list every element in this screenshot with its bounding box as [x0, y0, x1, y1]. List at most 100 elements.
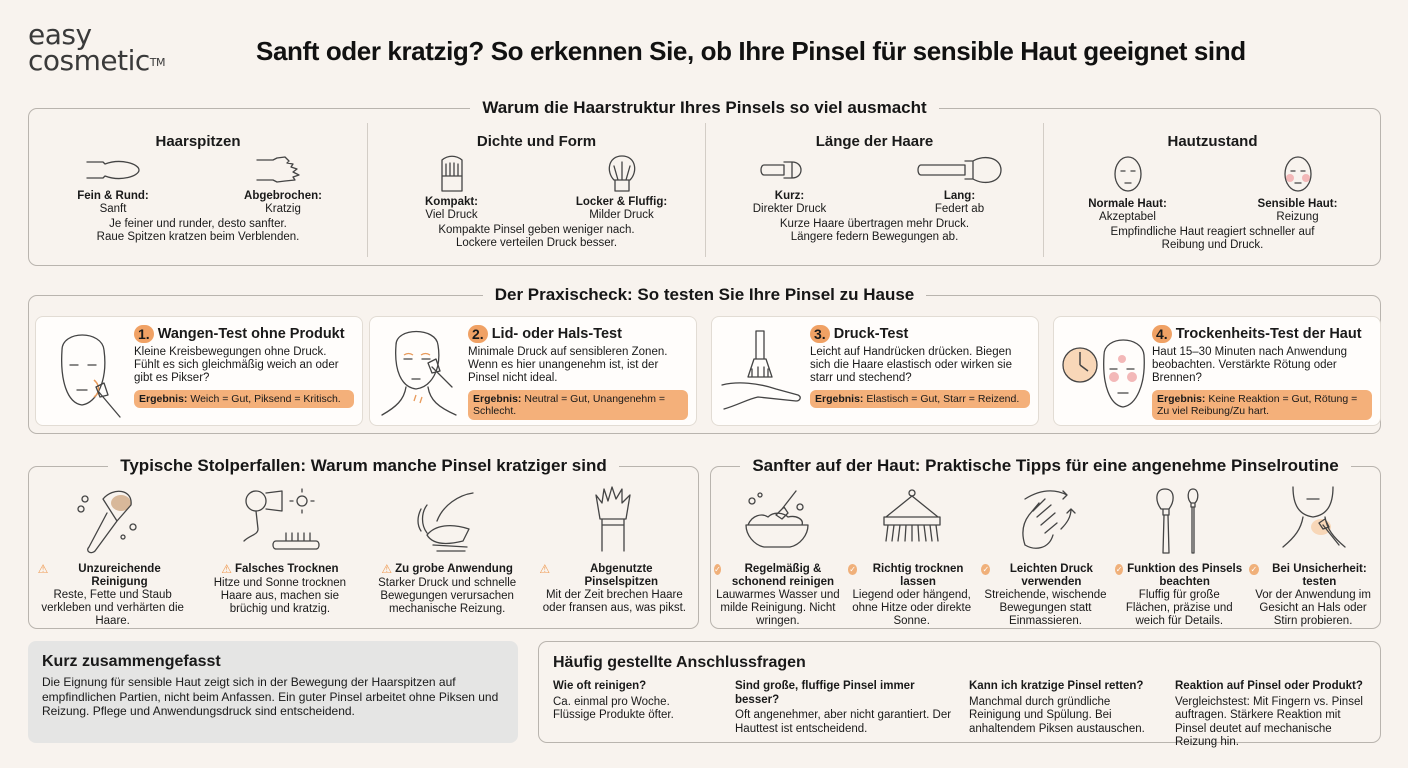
- step-number: 4.: [1152, 325, 1172, 343]
- two-brushes-icon: [1156, 488, 1199, 554]
- irritated-face-icon: [1283, 156, 1312, 192]
- short-brush-icon: [759, 161, 802, 179]
- section-title: Warum die Haarstruktur Ihres Pinsels so …: [470, 98, 939, 117]
- brush-on-hand-icon: [721, 330, 801, 410]
- test-card-2: 2. Lid- oder Hals-Test Minimale Druck auf…: [369, 316, 697, 426]
- test-text: Haut 15–30 Minuten nach Anwendung beobac…: [1152, 346, 1348, 384]
- column-hair-length: Länge der Haare Kurz: Direkter Druck Lang…: [705, 123, 1043, 257]
- check-icon: ✓: [1249, 564, 1259, 575]
- gentle-hand-icon: [1022, 490, 1077, 549]
- practice-check-panel: Der Praxischeck: So testen Sie Ihre Pins…: [28, 285, 1381, 434]
- faq-panel: Häufig gestellte Anschlussfragen Wie oft…: [538, 641, 1381, 748]
- step-number: 3.: [810, 325, 830, 343]
- summary-text: Die Eignung für sensible Haut zeigt sich…: [42, 675, 499, 718]
- test-text: Leicht auf Handrücken drücken. Biegen si…: [810, 346, 1012, 384]
- column-heading: Länge der Haare: [815, 133, 934, 150]
- item-fine-round: Fein & Rund: Sanft: [58, 154, 168, 216]
- hand-scrubbing-icon: [417, 492, 474, 552]
- column-heading: Haarspitzen: [155, 133, 241, 150]
- washing-bowl-icon: [745, 490, 809, 548]
- round-tip-brush-icon: [86, 160, 140, 180]
- hanging-brush-icon: [883, 489, 941, 542]
- item-long: Lang: Federt ab: [905, 154, 1015, 216]
- test-title: Wangen-Test ohne Produkt: [157, 326, 345, 342]
- warning-icon: ⚠: [37, 562, 49, 576]
- broken-tip-brush-icon: [256, 156, 300, 183]
- tip-item: ✓ Bei Unsicherheit: testen Vor der Anwend…: [1249, 485, 1377, 628]
- section-title: Der Praxischeck: So testen Sie Ihre Pins…: [482, 285, 927, 304]
- fluffy-brush-icon: [608, 155, 635, 192]
- test-title: Druck-Test: [833, 326, 909, 342]
- column-skin-condition: Hautzustand Normale Haut: Akzeptabel Sens…: [1043, 123, 1381, 257]
- face-brush-neck-icon: [381, 331, 457, 416]
- test-text: Kleine Kreisbewegungen ohne Druck. Fühlt…: [134, 346, 339, 384]
- brand-line-2: cosmetic: [28, 44, 150, 77]
- brand-logo: easy cosmeticTM: [28, 18, 166, 77]
- column-description: Kurze Haare übertragen mehr Druck. Länger…: [779, 218, 970, 243]
- face-brush-cheek-icon: [61, 334, 121, 418]
- clock-and-face-icon: [1062, 339, 1145, 408]
- hair-structure-panel: Warum die Haarstruktur Ihres Pinsels so …: [28, 98, 1381, 266]
- faq-item: Kann ich kratzige Pinsel retten? Manchmal…: [969, 680, 1145, 735]
- warning-icon: ⚠: [539, 562, 551, 576]
- test-card-1: 1. Wangen-Test ohne Produkt Kleine Kreisb…: [35, 316, 363, 426]
- frayed-brush-icon: [595, 486, 632, 552]
- test-result: Ergebnis: Weich = Gut, Piksend = Kritisc…: [134, 390, 354, 408]
- column-heading: Hautzustand: [1167, 133, 1258, 150]
- column-description: Empfindliche Haut reagiert schneller auf…: [1110, 226, 1315, 251]
- normal-face-icon: [1113, 156, 1142, 192]
- warning-icon: ⚠: [221, 562, 232, 576]
- check-icon: ✓: [713, 564, 722, 575]
- test-text: Minimale Druck auf sensibleren Zonen. We…: [468, 346, 668, 384]
- test-result: Ergebnis: Elastisch = Gut, Starr = Reize…: [810, 390, 1030, 408]
- step-number: 2.: [468, 325, 488, 343]
- tip-item: ✓ Leichten Druck verwenden Streichende, w…: [981, 485, 1109, 628]
- faq-item: Reaktion auf Pinsel oder Produkt? Verglei…: [1175, 680, 1363, 748]
- test-card-4: 4. Trockenheits-Test der Haut Haut 15–30 …: [1053, 316, 1381, 426]
- tip-item: ✓ Funktion des Pinsels beachten Fluffig f…: [1115, 485, 1243, 628]
- item-sensitive-skin: Sensible Haut: Reizung: [1243, 154, 1353, 224]
- test-result: Ergebnis: Neutral = Gut, Unangenehm = Sc…: [468, 390, 688, 420]
- dirty-brush-icon: [76, 490, 137, 554]
- faq-title: Häufig gestellte Anschlussfragen: [553, 654, 806, 671]
- tips-panel: Sanfter auf der Haut: Praktische Tipps f…: [710, 456, 1381, 629]
- compact-brush-icon: [440, 155, 463, 192]
- warning-icon: ⚠: [381, 562, 393, 576]
- item-normal-skin: Normale Haut: Akzeptabel: [1073, 154, 1183, 224]
- faq-item: Wie oft reinigen? Ca. einmal pro Woche. F…: [553, 680, 674, 721]
- item-compact: Kompakt: Viel Druck: [397, 154, 507, 222]
- test-result: Ergebnis: Keine Reaktion = Gut, Rötung =…: [1152, 390, 1372, 420]
- item-broken: Abgebrochen: Kratzig: [228, 154, 338, 216]
- summary-box: Kurz zusammengefasst Die Eignung für sen…: [28, 641, 518, 743]
- pitfall-item: ⚠ Falsches Trocknen Hitze und Sonne trock…: [205, 485, 355, 628]
- column-description: Je feiner und runder, desto sanfter. Raue…: [96, 218, 300, 243]
- check-icon: ✓: [981, 564, 991, 575]
- tip-item: ✓ Regelmäßig & schonend reinigen Lauwarme…: [713, 485, 842, 628]
- check-icon: ✓: [1115, 564, 1123, 575]
- pitfall-item: ⚠ Zu grobe Anwendung Starker Druck und sc…: [372, 485, 522, 628]
- long-brush-icon: [916, 156, 1002, 184]
- section-title: Sanfter auf der Haut: Praktische Tipps f…: [740, 456, 1351, 475]
- test-title: Trockenheits-Test der Haut: [1175, 326, 1362, 342]
- brand-line-1: easy: [28, 18, 92, 51]
- summary-title: Kurz zusammengefasst: [42, 653, 221, 670]
- check-icon: ✓: [847, 564, 858, 575]
- test-title: Lid- oder Hals-Test: [491, 326, 622, 342]
- hairdryer-sun-icon: [243, 488, 320, 550]
- pitfall-item: ⚠ Abgenutzte Pinselspitzen Mit der Zeit b…: [539, 485, 689, 628]
- step-number: 1.: [134, 325, 154, 343]
- tip-item: ✓ Richtig trocknen lassen Liegend oder hä…: [847, 485, 976, 628]
- column-hair-tips: Haarspitzen Fein & Rund: Sanft Abgebroche…: [29, 123, 367, 257]
- neck-test-icon: [1282, 486, 1346, 548]
- column-description: Kompakte Pinsel geben weniger nach. Locke…: [438, 224, 635, 249]
- faq-item: Sind große, fluffige Pinsel immer besser…: [735, 680, 952, 735]
- column-density-shape: Dichte und Form Kompakt: Viel Druck Locke…: [367, 123, 705, 257]
- page-title: Sanft oder kratzig? So erkennen Sie, ob …: [256, 36, 1246, 66]
- column-heading: Dichte und Form: [476, 133, 597, 150]
- section-title: Typische Stolperfallen: Warum manche Pin…: [108, 456, 619, 475]
- pitfall-item: ⚠ Unzureichende Reinigung Reste, Fette un…: [38, 485, 188, 628]
- item-loose-fluffy: Locker & Fluffig: Milder Druck: [567, 154, 677, 222]
- trademark: TM: [149, 56, 166, 69]
- pitfalls-panel: Typische Stolperfallen: Warum manche Pin…: [28, 456, 699, 629]
- test-card-3: 3. Druck-Test Leicht auf Handrücken drück…: [711, 316, 1039, 426]
